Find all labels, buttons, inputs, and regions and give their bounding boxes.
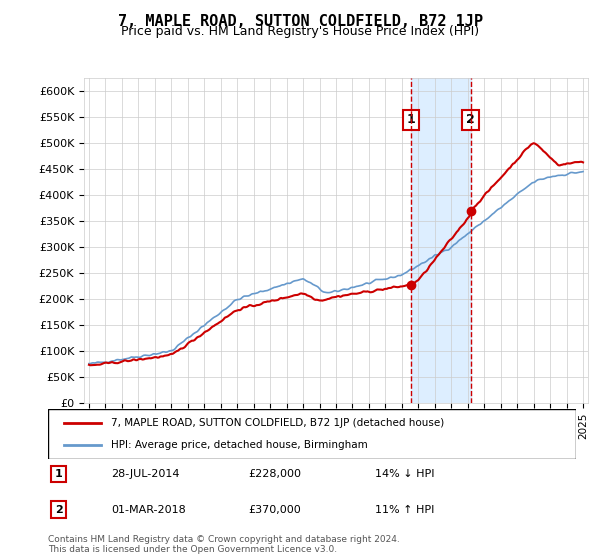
Text: 01-MAR-2018: 01-MAR-2018 xyxy=(112,505,186,515)
Text: £228,000: £228,000 xyxy=(248,469,302,479)
Text: 7, MAPLE ROAD, SUTTON COLDFIELD, B72 1JP: 7, MAPLE ROAD, SUTTON COLDFIELD, B72 1JP xyxy=(118,14,482,29)
Text: HPI: Average price, detached house, Birmingham: HPI: Average price, detached house, Birm… xyxy=(112,440,368,450)
Text: 2: 2 xyxy=(55,505,62,515)
Text: 1: 1 xyxy=(407,114,416,127)
Text: 11% ↑ HPI: 11% ↑ HPI xyxy=(376,505,435,515)
Text: 14% ↓ HPI: 14% ↓ HPI xyxy=(376,469,435,479)
Text: Price paid vs. HM Land Registry's House Price Index (HPI): Price paid vs. HM Land Registry's House … xyxy=(121,25,479,38)
Text: Contains HM Land Registry data © Crown copyright and database right 2024.
This d: Contains HM Land Registry data © Crown c… xyxy=(48,535,400,554)
Bar xyxy=(411,78,470,403)
Text: £370,000: £370,000 xyxy=(248,505,301,515)
Text: 2: 2 xyxy=(466,114,475,127)
FancyBboxPatch shape xyxy=(48,409,576,459)
Text: 7, MAPLE ROAD, SUTTON COLDFIELD, B72 1JP (detached house): 7, MAPLE ROAD, SUTTON COLDFIELD, B72 1JP… xyxy=(112,418,445,428)
Text: 28-JUL-2014: 28-JUL-2014 xyxy=(112,469,180,479)
Text: 1: 1 xyxy=(55,469,62,479)
